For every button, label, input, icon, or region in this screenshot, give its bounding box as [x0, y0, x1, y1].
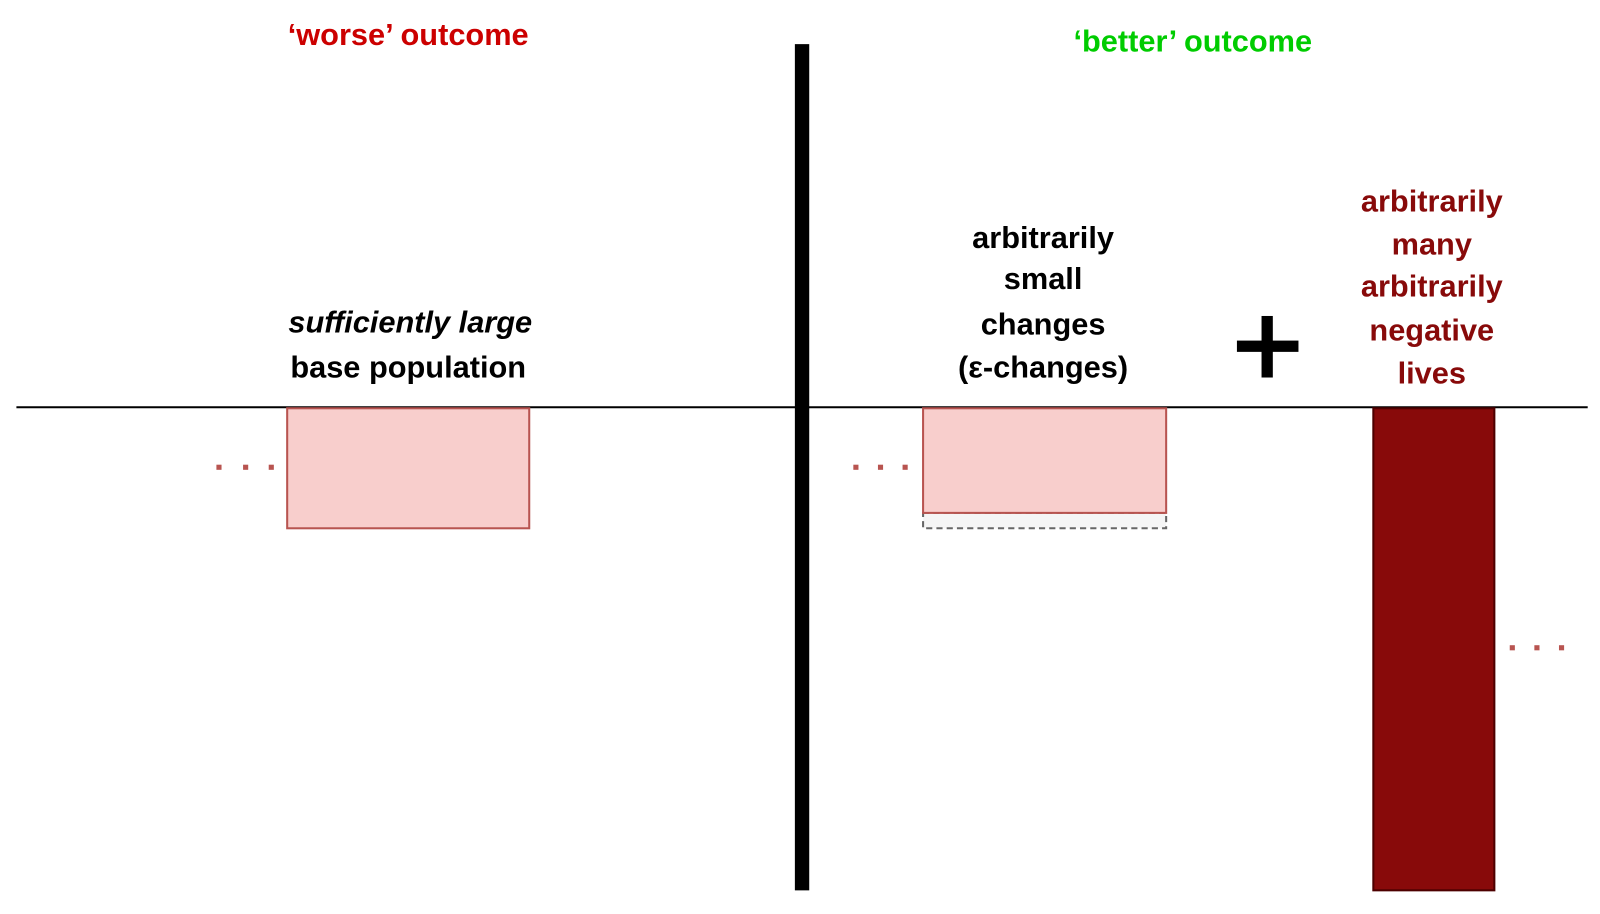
negative-label-line: arbitrarily	[1361, 183, 1503, 218]
emphasis-label: sufficiently large	[288, 304, 532, 339]
worse-title: ‘worse’ outcome	[288, 17, 529, 52]
dot	[853, 464, 859, 470]
negative-label-line: lives	[1398, 356, 1466, 391]
dot	[902, 464, 908, 470]
ellipses	[216, 464, 1565, 651]
dot	[877, 464, 884, 470]
changed-population-box	[922, 407, 1168, 514]
dot	[268, 464, 274, 470]
dot	[1534, 645, 1540, 651]
changes-label-line: (ε-changes)	[958, 349, 1128, 384]
changes-label-line: small	[1004, 261, 1083, 296]
negative-label-line: negative	[1369, 313, 1494, 348]
changes-label-line: arbitrarily	[972, 220, 1114, 255]
dot	[216, 464, 222, 470]
dot	[1558, 645, 1565, 651]
negative-lives-bar	[1372, 407, 1496, 892]
plus-v	[1261, 315, 1273, 378]
dot	[1509, 645, 1515, 651]
population-label: base population	[290, 349, 526, 384]
negative-label-line: many	[1392, 226, 1472, 261]
better-title: ‘better’ outcome	[1073, 23, 1312, 58]
negative-label-line: arbitrarily	[1361, 268, 1503, 303]
changes-label-line: changes	[981, 306, 1106, 341]
dot	[243, 464, 249, 470]
base-population-box	[286, 407, 531, 530]
plus-sign	[1236, 315, 1299, 378]
epsilon-box	[922, 511, 1168, 530]
